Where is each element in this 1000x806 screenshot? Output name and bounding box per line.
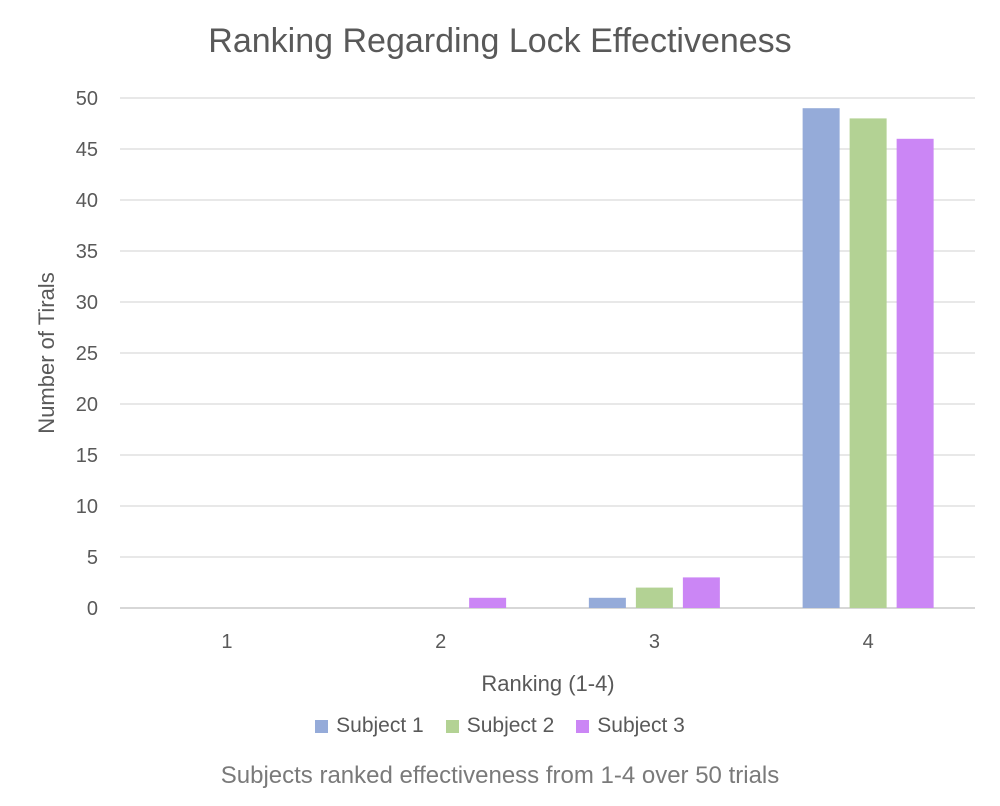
y-tick-label: 10	[76, 496, 98, 518]
y-tick-label: 15	[76, 445, 98, 467]
x-axis-title: Ranking (1-4)	[481, 671, 614, 696]
bar-subject-3-rank-4	[896, 138, 934, 609]
y-tick-label: 0	[87, 598, 98, 620]
y-tick-label: 45	[76, 139, 98, 161]
legend: Subject 1 Subject 2 Subject 3	[0, 714, 1000, 738]
bar-subject-3-rank-3	[682, 577, 720, 608]
y-tick-label: 35	[76, 241, 98, 263]
y-axis-title: Number of Tirals	[34, 272, 59, 433]
legend-item: Subject 1	[315, 714, 424, 738]
legend-item: Subject 2	[445, 714, 555, 738]
bar-subject-2-rank-3	[635, 587, 673, 608]
legend-label: Subject 1	[336, 714, 424, 737]
x-tick-label: 3	[649, 631, 660, 653]
legend-item: Subject 3	[576, 714, 685, 738]
legend-label: Subject 3	[597, 714, 685, 737]
y-tick-label: 30	[76, 292, 98, 314]
legend-label: Subject 2	[466, 714, 555, 737]
gridlines	[120, 97, 975, 609]
legend-swatch	[445, 719, 459, 733]
y-tick-label: 25	[76, 343, 98, 365]
bar-subject-2-rank-4	[849, 118, 887, 609]
y-tick-label: 5	[87, 547, 98, 569]
x-axis-ticks: 1 2 3 4	[221, 631, 873, 653]
y-tick-label: 40	[76, 190, 98, 212]
x-tick-label: 2	[435, 631, 446, 653]
x-tick-label: 1	[221, 631, 232, 653]
legend-swatch	[576, 719, 590, 733]
bars	[469, 108, 934, 609]
y-tick-label: 20	[76, 394, 98, 416]
bar-subject-1-rank-4	[802, 108, 840, 608]
y-tick-label: 50	[76, 88, 98, 110]
legend-swatch	[315, 719, 329, 733]
x-tick-label: 4	[863, 631, 874, 653]
chart-caption: Subjects ranked effectiveness from 1-4 o…	[220, 762, 780, 789]
chart-title: Ranking Regarding Lock Effectiveness	[208, 22, 792, 60]
bar-subject-1-rank-3	[588, 597, 626, 608]
bar-subject-3-rank-2	[469, 597, 507, 608]
y-axis-ticks: 0 5 10 15 20 25 30 35 40 45 50	[76, 88, 98, 620]
